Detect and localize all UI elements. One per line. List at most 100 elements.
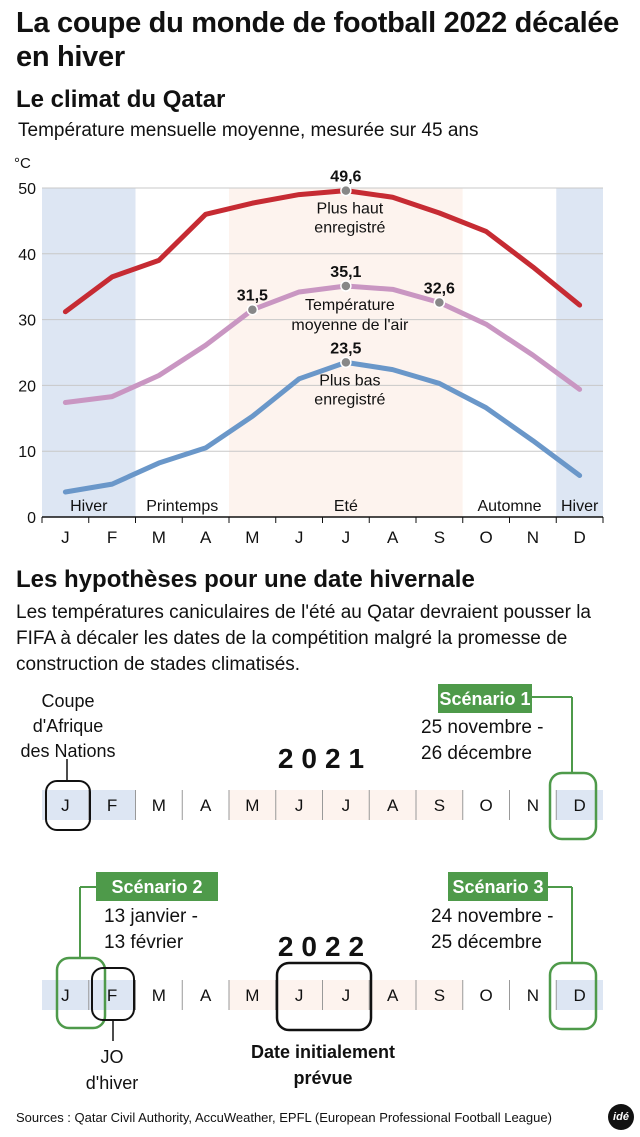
scenario-3-dates: 25 décembre [431,932,542,953]
year-2021: 2021 [278,743,372,774]
timeline-2022-month: J [61,986,70,1005]
timeline-2022-month: O [480,986,493,1005]
series-label: Plus bas [319,372,380,389]
timeline-2021-month: D [573,796,585,815]
x-tick-label: F [107,528,117,547]
season-label: Hiver [561,498,599,515]
scenario-3-badge [448,872,548,901]
timeline-2021-month: F [107,796,117,815]
x-tick-label: M [152,528,166,547]
timeline-2021-band [369,790,416,820]
chart-title: Le climat du Qatar [16,86,226,113]
season-band [556,188,603,517]
timeline-2021-month: S [434,796,445,815]
timeline-2022-band [369,980,416,1010]
season-band [42,188,136,517]
timeline-2021-band [462,790,510,820]
caf-label: des Nations [20,741,115,761]
season-label: Eté [334,498,358,515]
x-tick-label: S [434,528,445,547]
timeline-2021-month: J [342,796,351,815]
data-label: 31,5 [237,288,268,305]
timeline-2021-month: N [527,796,539,815]
year-2022: 2022 [278,931,372,962]
timeline-2021-band [229,790,276,820]
initial-date-label: Date initialement [251,1042,395,1062]
jo-label: d'hiver [86,1073,138,1093]
caf-highlight [45,780,91,831]
timeline-2021-month: A [200,796,212,815]
jo-label: JO [100,1047,123,1067]
y-axis-unit: °C [14,155,31,172]
timeline-2022-month: F [107,986,117,1005]
timeline-2022-band [135,980,183,1010]
timeline-2022-band [42,980,89,1010]
scenario-1-dates: 25 novembre - [421,717,544,738]
timeline-2022-month: M [152,986,166,1005]
x-tick-label: J [342,528,351,547]
timeline-2021-month: O [480,796,493,815]
x-tick-label: O [480,528,493,547]
main-title: La coupe du monde de football 2022 décal… [16,7,619,73]
caf-label: Coupe [41,691,94,711]
series-label: Plus haut [317,201,384,218]
data-label: 23,5 [330,340,361,357]
timeline-2022-month: J [342,986,351,1005]
scenario-3-label: Scénario 3 [452,877,543,897]
timeline-2021-band [275,790,323,820]
timeline-2022-band [182,980,229,1010]
hypotheses-title: Les hypothèses pour une date hivernale [16,566,475,593]
x-tick-label: N [527,528,539,547]
y-tick-label: 40 [18,247,36,264]
timeline-2022-month: M [245,986,259,1005]
timeline-2022-band [416,980,463,1010]
timeline-2022-month: A [200,986,212,1005]
series-label: moyenne de l'air [291,317,409,334]
x-tick-label: A [387,528,399,547]
timeline-2021-month: M [152,796,166,815]
timeline-2022-band [462,980,510,1010]
timeline-2021-band [416,790,463,820]
timeline-2021-band [135,790,183,820]
y-tick-label: 50 [18,181,36,198]
chart-description: Température mensuelle moyenne, mesurée s… [18,120,479,141]
scenario-3-dates: 24 novembre - [431,906,554,927]
timeline-2022-month: D [573,986,585,1005]
scenario-2-dates: 13 février [104,932,184,953]
publisher-logo: idé [608,1104,634,1130]
timeline-2021-month: J [295,796,304,815]
hypotheses-paragraph: Les températures caniculaires de l'été a… [16,602,592,675]
scenario-1-badge [438,684,532,713]
timeline-2022-band [229,980,276,1010]
series-label: Température [305,297,395,314]
sources: Sources : Qatar Civil Authority, AccuWea… [16,1110,552,1125]
scenario-2-dates: 13 janvier - [104,906,198,927]
season-label: Printemps [146,498,218,515]
timeline-2022-band [322,980,370,1010]
y-tick-label: 30 [18,313,36,330]
initial-date-label: prévue [293,1068,352,1088]
timeline-2021-band [182,790,229,820]
timeline-2021-band [509,790,557,820]
data-point-marker [340,184,352,197]
scenario-2-badge [96,872,218,901]
climate-line-chart: 0 10 20 30 40 50 Hiver Printemps Eté Automne Hiver… [18,170,604,547]
scenario-2-label: Scénario 2 [111,877,202,897]
timeline-2021-band [322,790,370,820]
x-tick-label: M [245,528,259,547]
timeline-2022-month: A [387,986,399,1005]
x-tick-label: J [295,528,304,547]
scenario-1-label: Scénario 1 [439,689,530,709]
timeline-2022-band [88,980,136,1010]
timeline-2021-month: M [245,796,259,815]
series-label: enregistré [314,391,385,408]
timeline-2021-band [42,790,89,820]
data-point-marker [246,303,259,316]
timeline-2022-band [509,980,557,1010]
season-band [135,188,229,517]
scenario-1-dates: 26 décembre [421,743,532,764]
y-tick-label: 10 [18,444,36,461]
data-label: 32,6 [424,280,455,297]
scenario-timelines: J F M A M J J A S O N D J F M A M J J A S O N D 2021 2022 Coupe d'A… [20,684,603,1093]
timeline-2021-band [88,790,136,820]
